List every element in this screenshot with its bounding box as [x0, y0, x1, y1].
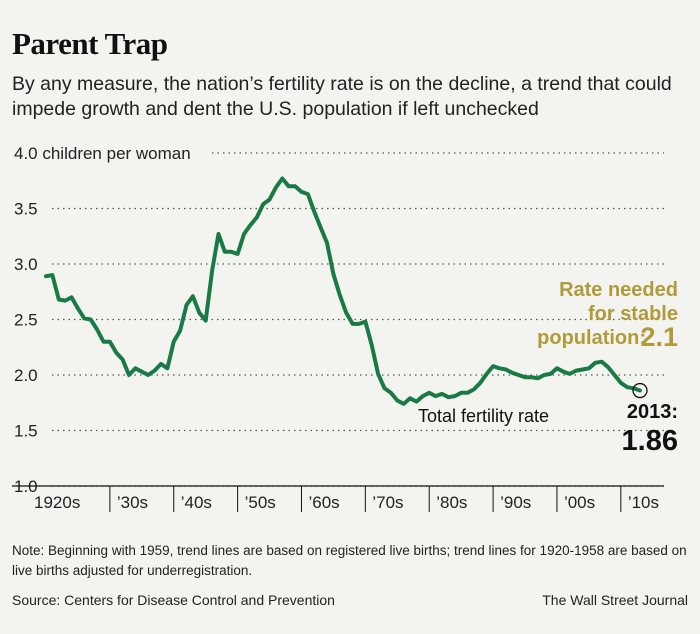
- series-layer: [44, 176, 648, 406]
- stable-rate-label-line3: population:: [537, 327, 646, 349]
- chart-title: Parent Trap: [12, 26, 168, 61]
- x-tick-label: ’30s: [117, 493, 148, 512]
- series-line: [44, 176, 642, 406]
- endpoint-value: 1.86: [622, 425, 678, 457]
- publisher-credit: The Wall Street Journal: [542, 592, 688, 608]
- annotations: Rate needed for stable population: 2.1 2…: [418, 279, 678, 457]
- chart-source: Source: Centers for Disease Control and …: [12, 592, 335, 608]
- stable-rate-label-line2: for stable: [588, 303, 678, 325]
- series-label: Total fertility rate: [418, 406, 549, 426]
- chart-subtitle: By any measure, the nation’s fertility r…: [12, 73, 672, 120]
- x-tick-label: ’60s: [308, 493, 339, 512]
- x-tick-label: ’10s: [628, 493, 659, 512]
- x-axis: 1920s ’30s ’40s ’50s ’60s ’70s ’80s ’90s ’00s ’10…: [12, 485, 664, 512]
- x-tick-label: ’80s: [436, 493, 467, 512]
- y-tick-label: 4.0 children per woman: [14, 144, 191, 163]
- endpoint-year-label: 2013:: [627, 401, 678, 423]
- y-tick-label: 1.5: [14, 422, 38, 441]
- x-tick-label: 1920s: [34, 493, 80, 512]
- x-tick-label: ’90s: [500, 493, 531, 512]
- y-tick-label: 2.5: [14, 311, 38, 330]
- x-tick-label: ’70s: [372, 493, 403, 512]
- y-tick-label: 3.5: [14, 200, 38, 219]
- y-tick-label: 3.0: [14, 255, 38, 274]
- chart-note: Note: Beginning with 1959, trend lines a…: [12, 543, 687, 578]
- x-tick-label: ’00s: [564, 493, 595, 512]
- grid-lines: [52, 152, 664, 487]
- stable-rate-label-line1: Rate needed: [559, 279, 678, 301]
- x-tick-label: ’40s: [181, 493, 212, 512]
- y-tick-labels: 1.01.52.02.53.03.54.0 children per woman: [14, 144, 191, 496]
- x-tick-label: ’50s: [245, 493, 276, 512]
- endpoint-marker: [632, 382, 648, 399]
- stable-rate-value: 2.1: [640, 322, 678, 352]
- y-tick-label: 2.0: [14, 366, 38, 385]
